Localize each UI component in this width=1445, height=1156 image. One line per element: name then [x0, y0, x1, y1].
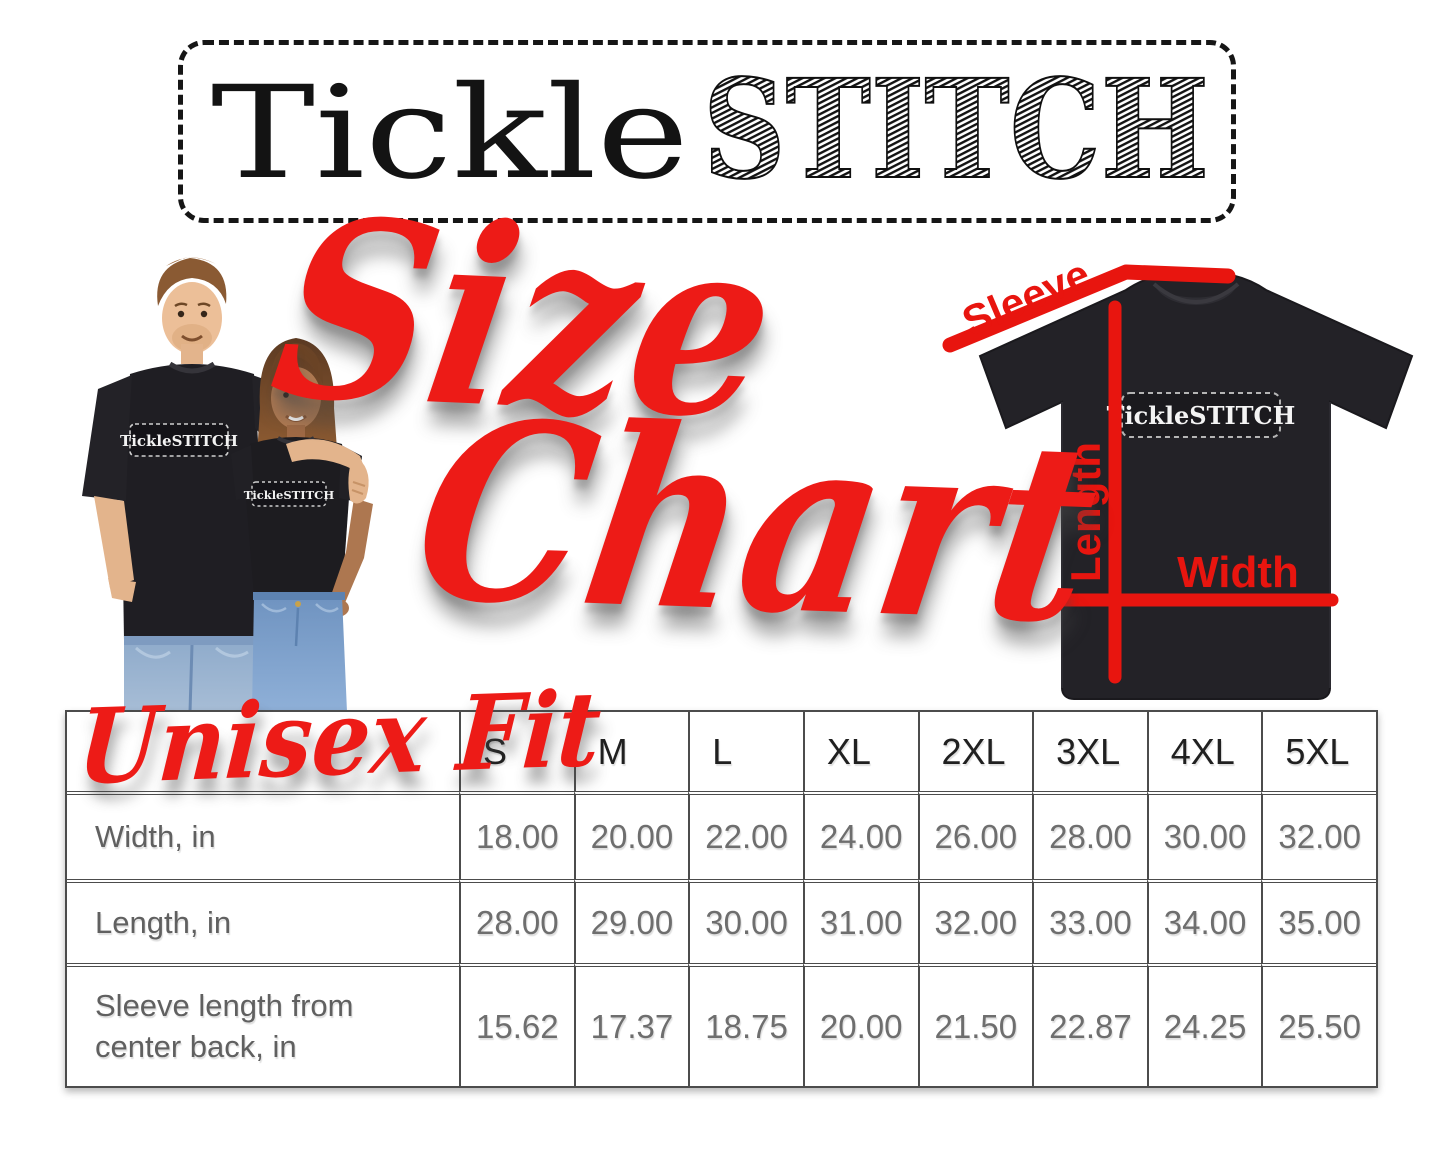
width-value: 18.00: [459, 791, 574, 879]
brand-logo: Tickle STITCH: [211, 69, 1210, 209]
sleeve-measure-line: [942, 264, 1236, 353]
width-value: 20.00: [573, 791, 689, 879]
col-header-5xl: 5XL: [1261, 712, 1376, 791]
col-header-2xl: 2XL: [917, 712, 1033, 791]
sleeve-value: 20.00: [802, 963, 918, 1086]
sleeve-value: 24.25: [1146, 963, 1262, 1086]
width-value: 28.00: [1032, 791, 1147, 879]
col-header-3xl: 3XL: [1032, 712, 1147, 791]
row-label-sleeve: Sleeve length from center back, in: [67, 963, 459, 1086]
brand-name-sketch: STITCH: [703, 69, 1209, 209]
col-header-m: M: [573, 712, 689, 791]
sleeve-value: 21.50: [917, 963, 1033, 1086]
width-value: 22.00: [688, 791, 803, 879]
length-value: 35.00: [1261, 879, 1376, 963]
womens-chest-logo-text: TickleSTITCH: [244, 488, 335, 502]
sleeve-value: 17.37: [573, 963, 689, 1086]
length-value: 28.00: [459, 879, 574, 963]
sleeve-value: 25.50: [1261, 963, 1376, 1086]
brand-logo-box: Tickle STITCH: [178, 40, 1236, 223]
col-header-l: L: [688, 712, 803, 791]
length-label: Length: [1062, 442, 1109, 582]
mens-chest-logo-patch: [129, 423, 229, 457]
width-value: 30.00: [1146, 791, 1262, 879]
length-value: 30.00: [688, 879, 803, 963]
womens-chest-logo-patch: [251, 481, 327, 507]
shirt-chest-logo-text: TickleSTITCH: [1107, 401, 1296, 430]
width-value: 32.00: [1261, 791, 1376, 879]
width-value: 26.00: [917, 791, 1033, 879]
length-value: 32.00: [917, 879, 1033, 963]
width-value: 24.00: [802, 791, 918, 879]
length-value: 31.00: [802, 879, 918, 963]
col-header-xl: XL: [802, 712, 918, 791]
col-header-s: S: [459, 712, 574, 791]
sleeve-value: 18.75: [688, 963, 803, 1086]
models-photo: TickleSTITCH: [82, 257, 373, 712]
man-arm-over-shoulder: [286, 439, 369, 504]
length-value: 33.00: [1032, 879, 1147, 963]
unisex-fit-label: Unisex Fit: [74, 668, 605, 808]
col-header-4xl: 4XL: [1146, 712, 1262, 791]
width-label: Width: [1177, 548, 1299, 597]
row-label-width: Width, in: [67, 791, 459, 879]
mens-chest-logo-text: TickleSTITCH: [120, 432, 238, 450]
row-label-length: Length, in: [67, 879, 459, 963]
shirt-chest-logo: TickleSTITCH: [1107, 392, 1296, 438]
sleeve-value: 15.62: [459, 963, 574, 1086]
sleeve-value: 22.87: [1032, 963, 1147, 1086]
shirt-measurement-diagram: TickleSTITCH Sleeve Length Width: [942, 250, 1414, 700]
brand-name-serif: Tickle: [211, 69, 689, 208]
size-table: S M L XL 2XL 3XL 4XL 5XL Width, in 18.00…: [65, 710, 1378, 1088]
length-value: 34.00: [1146, 879, 1262, 963]
title-chart: Chart: [399, 366, 1115, 678]
length-value: 29.00: [573, 879, 689, 963]
